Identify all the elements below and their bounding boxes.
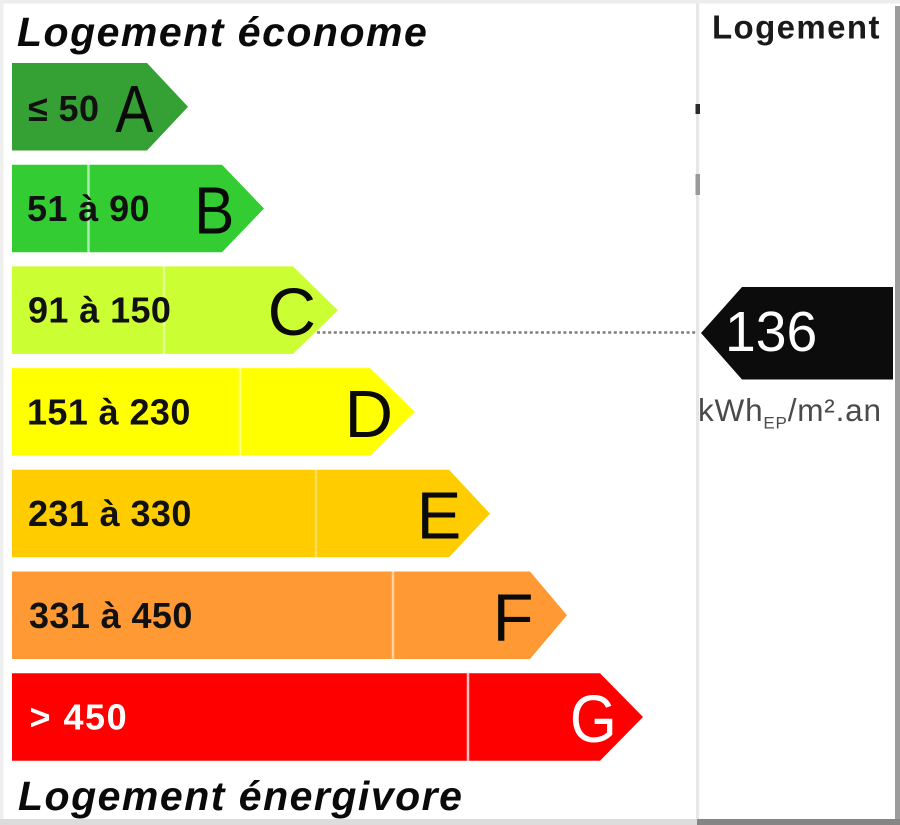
- svg-text:E: E: [417, 479, 462, 554]
- svg-text:231 à 330: 231 à 330: [28, 493, 192, 534]
- svg-text:C: C: [268, 275, 316, 350]
- svg-text:Logement: Logement: [712, 9, 881, 46]
- svg-text:D: D: [345, 377, 393, 452]
- svg-text:Logement énergivore: Logement énergivore: [18, 773, 463, 819]
- svg-text:F: F: [493, 580, 534, 655]
- svg-text:331 à 450: 331 à 450: [29, 595, 193, 636]
- svg-text:B: B: [194, 173, 234, 249]
- svg-text:Logement économe: Logement économe: [17, 9, 428, 55]
- svg-text:G: G: [570, 681, 617, 757]
- svg-text:51 à 90: 51 à 90: [27, 188, 150, 229]
- svg-text:136: 136: [725, 299, 817, 363]
- svg-text:≤ 50: ≤ 50: [28, 88, 99, 129]
- svg-text:kWhEP/m².an: kWhEP/m².an: [698, 392, 882, 433]
- svg-text:> 450: > 450: [30, 697, 129, 738]
- svg-text:151 à 230: 151 à 230: [27, 391, 191, 432]
- svg-text:A: A: [115, 73, 153, 147]
- svg-text:91 à 150: 91 à 150: [28, 290, 171, 331]
